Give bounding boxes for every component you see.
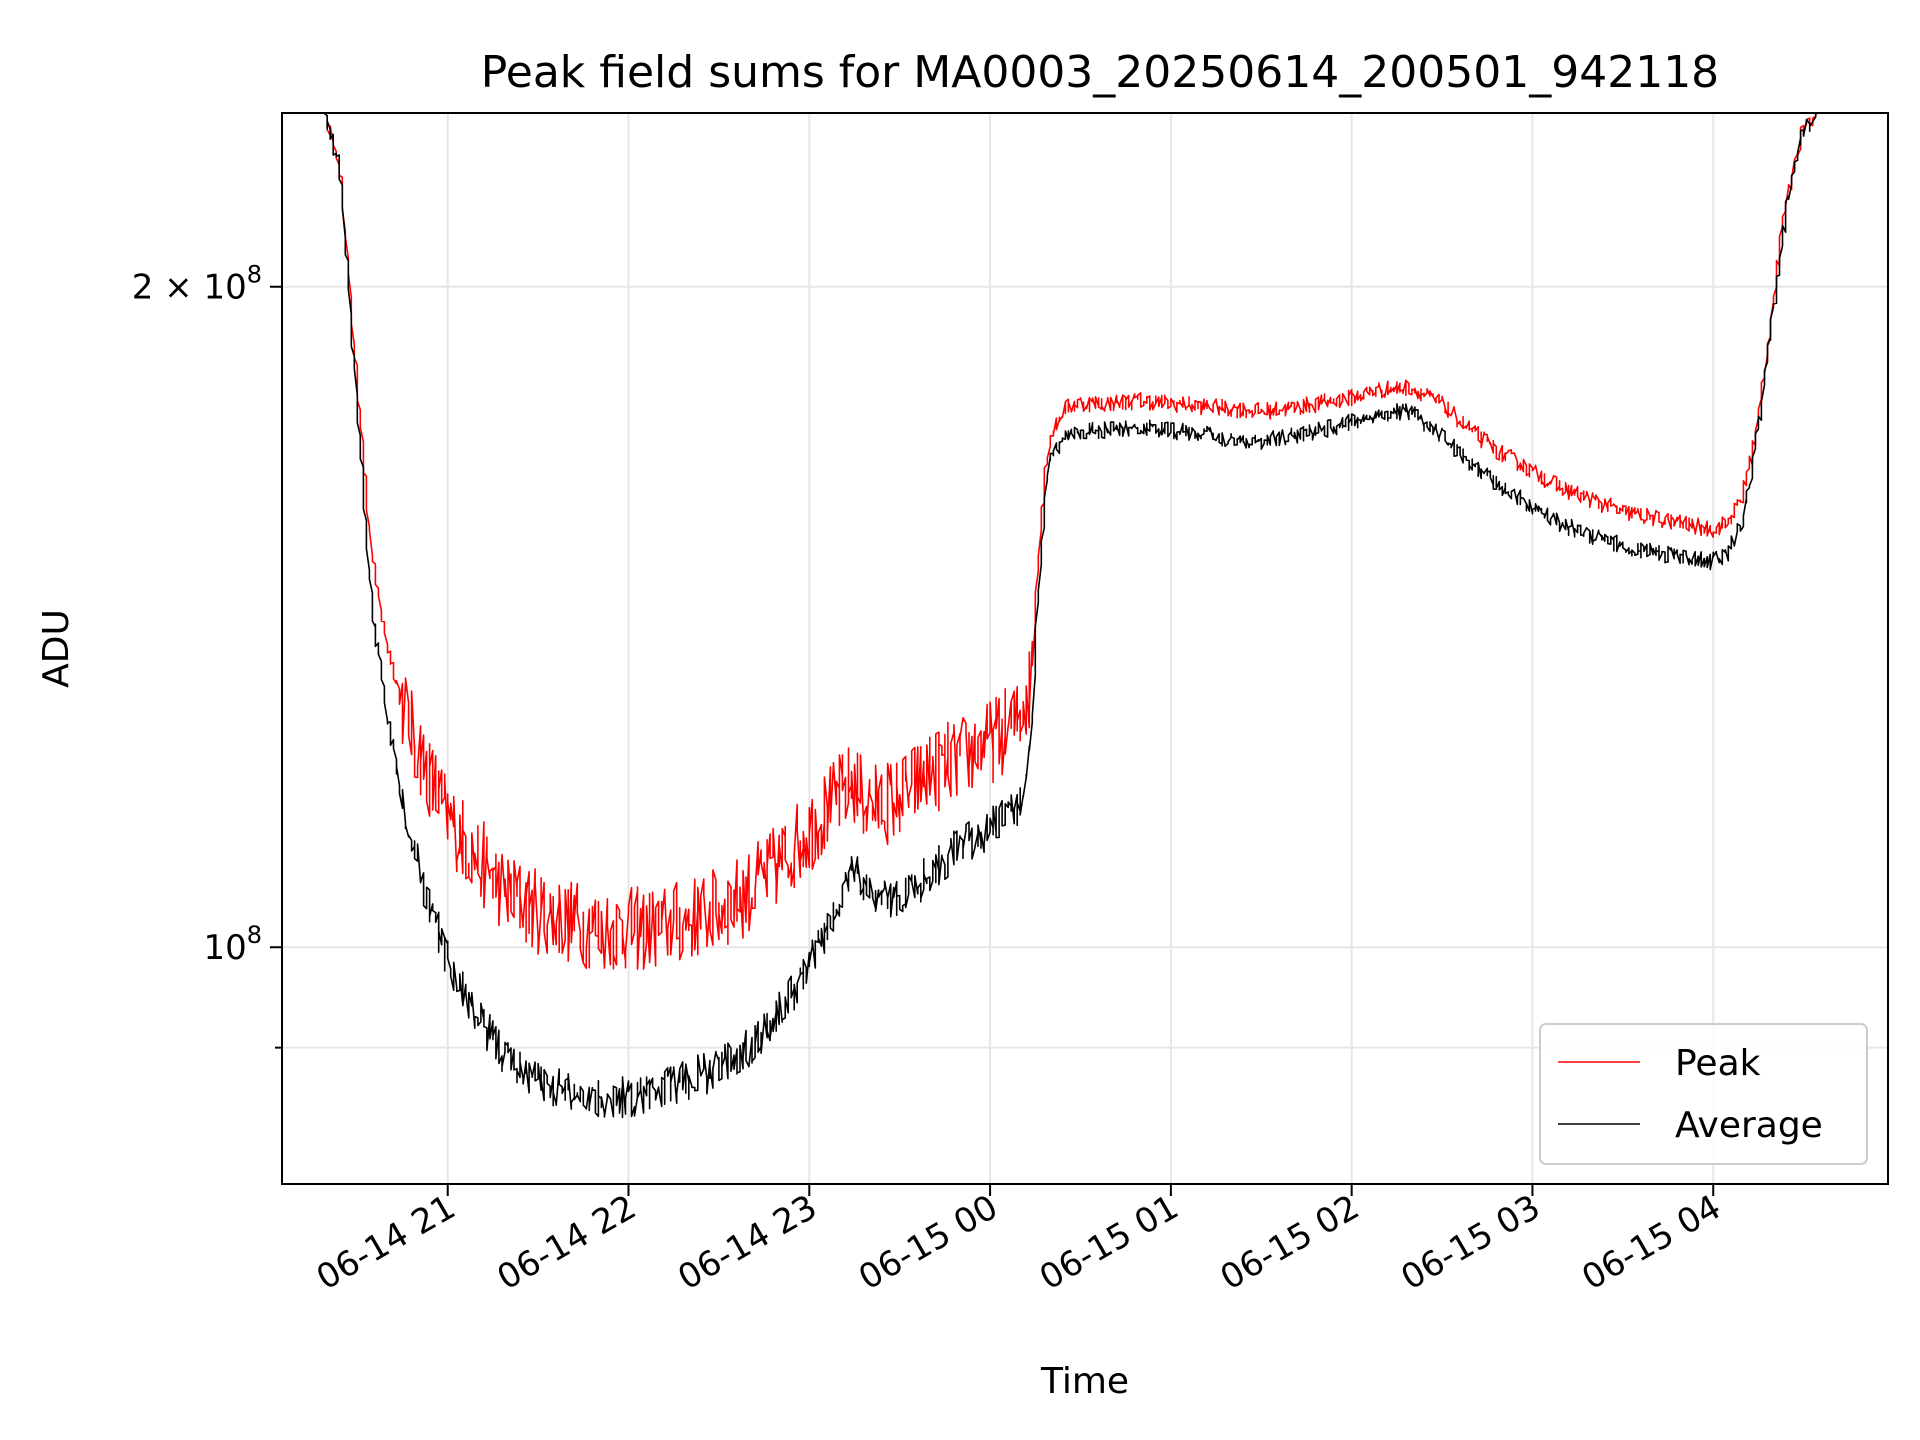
series-line-peak — [282, 113, 1888, 970]
y-tick-label: 2 × 108 — [132, 261, 262, 308]
axes-frame — [281, 112, 1889, 1185]
y-axis-label: ADU — [36, 609, 77, 688]
series-layer — [282, 113, 1888, 1119]
legend-box — [1539, 1023, 1868, 1165]
legend-label-average: Average — [1675, 1105, 1823, 1146]
legend: Peak Average — [1539, 1023, 1868, 1165]
y-tick-label: 108 — [203, 921, 262, 968]
x-axis-label: Time — [1040, 1361, 1129, 1402]
legend-label-peak: Peak — [1675, 1043, 1761, 1084]
chart-title: Peak field sums for MA0003_20250614_2005… — [481, 47, 1719, 98]
series-line-average — [282, 113, 1888, 1119]
